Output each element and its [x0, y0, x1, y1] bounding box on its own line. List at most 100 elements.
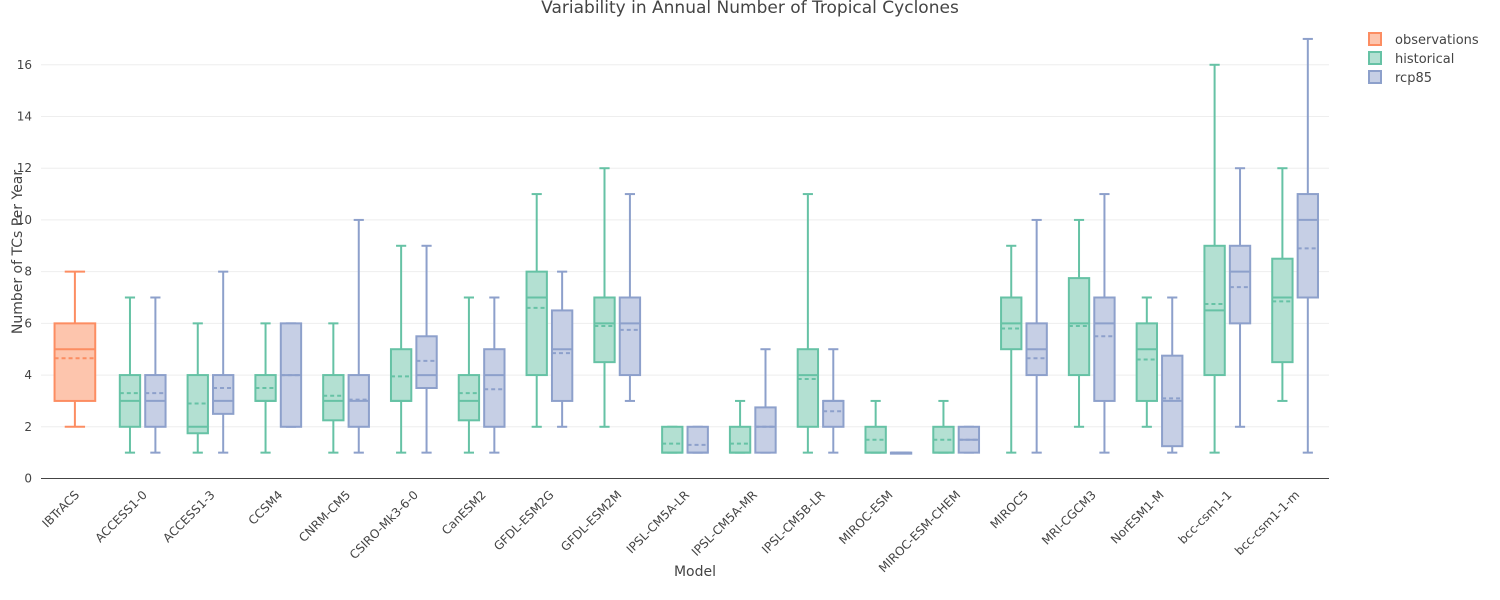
x-axis-ticks: IBTrACS ACCESS1-0 ACCESS1-3 CCSM4 CNRM-CM5CS…	[39, 488, 1302, 575]
box-iqr	[525, 270, 548, 377]
chart-title: Variability in Annual Number of Tropical…	[541, 0, 959, 18]
box-iqr	[1271, 257, 1294, 364]
box-iqr	[550, 309, 574, 402]
box-historical	[322, 322, 345, 454]
box-rcp85	[822, 348, 845, 454]
x-tick-label: bcc-csm1-1	[1176, 488, 1235, 547]
y-axis-title: Number of TCs Per Year	[10, 170, 26, 335]
box-iqr	[322, 374, 345, 422]
x-tick-label: IBTrACS	[39, 488, 82, 531]
box-historical	[1271, 167, 1294, 402]
x-tick-label: GFDL-ESM2M	[558, 488, 624, 554]
box-historical	[1135, 296, 1158, 428]
box-historical	[254, 322, 277, 454]
box-rcp85	[889, 451, 913, 455]
box-historical	[186, 322, 209, 454]
boxes	[53, 37, 1319, 455]
box-historical	[525, 193, 548, 428]
box-rcp85	[550, 270, 574, 428]
legend-item-rcp85[interactable]: rcp85	[1368, 70, 1432, 86]
x-tick-label: CNRM-CM5	[296, 488, 353, 545]
x-tick-label: IPSL-CM5B-LR	[759, 488, 828, 557]
box-rcp85	[686, 425, 709, 454]
box-observations	[53, 270, 97, 428]
y-tick-label: 14	[17, 110, 32, 124]
box-iqr	[754, 406, 777, 454]
x-tick-label: CCSM4	[246, 488, 286, 528]
y-axis-ticks: 0 2 4 6 8 10 12 14 16	[17, 58, 32, 486]
x-tick-label: NorESM1-M	[1108, 488, 1167, 547]
box-rcp85	[1025, 218, 1048, 454]
legend-label: historical	[1395, 52, 1454, 67]
box-rcp85	[144, 296, 167, 454]
box-historical	[864, 399, 887, 454]
box-iqr	[1296, 193, 1319, 299]
box-rcp85	[618, 193, 642, 402]
box-iqr	[1093, 296, 1116, 402]
box-rcp85	[1228, 167, 1252, 428]
legend-item-observations[interactable]: observations	[1368, 32, 1479, 48]
box-rcp85	[279, 322, 303, 428]
box-iqr	[457, 374, 481, 422]
y-tick-label: 16	[17, 58, 32, 72]
box-iqr	[728, 425, 752, 454]
x-tick-label: IPSL-CM5A-MR	[689, 488, 760, 559]
y-tick-label: 2	[24, 420, 32, 434]
box-iqr	[1135, 322, 1158, 402]
box-iqr	[822, 399, 845, 428]
box-historical	[728, 399, 752, 454]
legend-label: observations	[1395, 33, 1479, 48]
legend-item-historical[interactable]: historical	[1368, 51, 1454, 67]
y-tick-label: 4	[24, 368, 32, 382]
x-axis-title: Model	[674, 564, 716, 580]
box-rcp85	[957, 425, 981, 454]
box-iqr	[415, 335, 438, 389]
legend-swatch	[1368, 32, 1382, 46]
box-iqr	[661, 425, 684, 454]
x-tick-label: MRI-CGCM3	[1039, 488, 1099, 548]
x-tick-label: CanESM2	[439, 488, 489, 538]
box-historical	[1000, 244, 1023, 454]
y-tick-label: 0	[24, 472, 32, 486]
box-rcp85	[1093, 193, 1116, 454]
box-rcp85	[1161, 296, 1184, 454]
y-tick-label: 6	[24, 316, 32, 330]
x-tick-label: ACCESS1-3	[160, 488, 217, 545]
box-rcp85	[754, 348, 777, 454]
x-tick-label: MIROC5	[988, 488, 1032, 532]
box-rcp85	[347, 218, 370, 454]
box-iqr	[483, 348, 506, 428]
y-tick-label: 10	[17, 213, 32, 227]
x-tick-label: MIROC-ESM	[836, 488, 895, 547]
legend-label: rcp85	[1395, 71, 1432, 86]
x-tick-label: CSIRO-Mk3-6-0	[347, 488, 421, 562]
box-historical	[457, 296, 481, 454]
x-tick-label: IPSL-CM5A-LR	[624, 488, 693, 557]
box-iqr	[212, 374, 235, 415]
box-rcp85	[483, 296, 506, 454]
box-rcp85	[212, 270, 235, 454]
legend[interactable]: observations historical rcp85	[1368, 32, 1479, 86]
box-historical	[796, 193, 820, 454]
box-historical	[389, 244, 413, 454]
box-rcp85	[415, 244, 438, 454]
box-iqr	[53, 322, 97, 402]
legend-swatch	[1368, 51, 1382, 65]
box-iqr	[389, 348, 413, 402]
y-tick-label: 8	[24, 265, 32, 279]
x-tick-label: ACCESS1-0	[92, 488, 149, 545]
x-tick-label: GFDL-ESM2G	[491, 488, 557, 554]
box-historical	[661, 425, 684, 454]
box-historical	[932, 399, 955, 454]
legend-swatch	[1368, 70, 1382, 84]
box-iqr	[618, 296, 642, 377]
x-tick-label: bcc-csm1-1-m	[1232, 488, 1302, 558]
box-rcp85	[1296, 37, 1319, 454]
y-tick-label: 12	[17, 161, 32, 175]
box-iqr	[686, 425, 709, 454]
box-iqr	[593, 296, 616, 364]
box-historical	[1067, 218, 1091, 428]
box-historical	[1203, 63, 1226, 454]
box-historical	[118, 296, 142, 454]
